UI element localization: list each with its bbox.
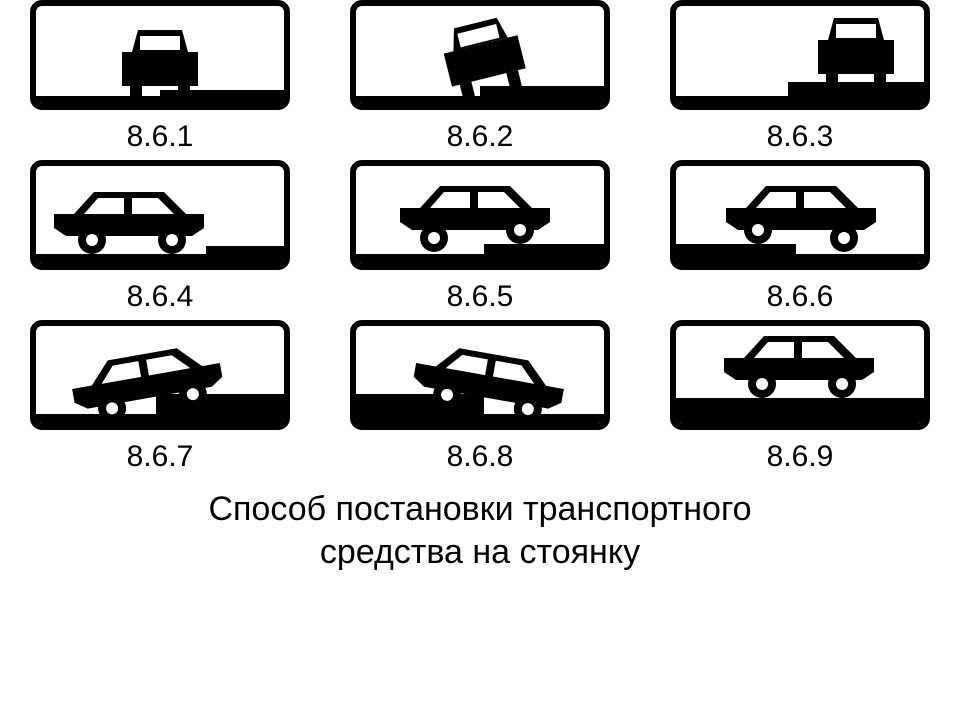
sign-grid: 8.6.1 8.6.2 bbox=[10, 0, 950, 474]
car-side-front-tilted-on-curb-icon bbox=[36, 326, 284, 424]
sign-cell: 8.6.1 bbox=[20, 0, 300, 154]
car-side-front-on-curb-icon bbox=[356, 166, 604, 264]
sign-code: 8.6.4 bbox=[127, 280, 194, 314]
car-rear-tilted-on-curb-icon bbox=[356, 6, 604, 104]
sign-8-6-7 bbox=[30, 320, 290, 430]
sign-8-6-9 bbox=[670, 320, 930, 430]
sign-code: 8.6.5 bbox=[447, 280, 514, 314]
sign-8-6-2 bbox=[350, 0, 610, 110]
sign-code: 8.6.8 bbox=[447, 440, 514, 474]
car-side-rear-on-curb-icon bbox=[676, 166, 924, 264]
sign-code: 8.6.9 bbox=[767, 440, 834, 474]
sign-cell: 8.6.7 bbox=[20, 320, 300, 474]
sign-cell: 8.6.2 bbox=[340, 0, 620, 154]
sign-cell: 8.6.3 bbox=[660, 0, 940, 154]
page: 8.6.1 8.6.2 bbox=[0, 0, 960, 720]
sign-cell: 8.6.5 bbox=[340, 160, 620, 314]
sign-8-6-3 bbox=[670, 0, 930, 110]
sign-8-6-5 bbox=[350, 160, 610, 270]
sign-8-6-8 bbox=[350, 320, 610, 430]
sign-code: 8.6.7 bbox=[127, 440, 194, 474]
sign-cell: 8.6.6 bbox=[660, 160, 940, 314]
car-side-rear-tilted-on-curb-icon bbox=[356, 326, 604, 424]
sign-cell: 8.6.8 bbox=[340, 320, 620, 474]
car-side-fully-on-curb-icon bbox=[676, 326, 924, 424]
sign-code: 8.6.3 bbox=[767, 120, 834, 154]
car-rear-on-curb-icon bbox=[676, 6, 924, 104]
caption-line-1: Способ постановки транспортного bbox=[10, 488, 950, 531]
car-rear-on-road-icon bbox=[36, 6, 284, 104]
sign-code: 8.6.6 bbox=[767, 280, 834, 314]
sign-cell: 8.6.9 bbox=[660, 320, 940, 474]
caption: Способ постановки транспортного средства… bbox=[10, 488, 950, 573]
sign-8-6-6 bbox=[670, 160, 930, 270]
sign-cell: 8.6.4 bbox=[20, 160, 300, 314]
sign-8-6-1 bbox=[30, 0, 290, 110]
sign-8-6-4 bbox=[30, 160, 290, 270]
sign-code: 8.6.1 bbox=[127, 120, 194, 154]
sign-code: 8.6.2 bbox=[447, 120, 514, 154]
caption-line-2: средства на стоянку bbox=[10, 531, 950, 574]
car-side-on-road-icon bbox=[36, 166, 284, 264]
